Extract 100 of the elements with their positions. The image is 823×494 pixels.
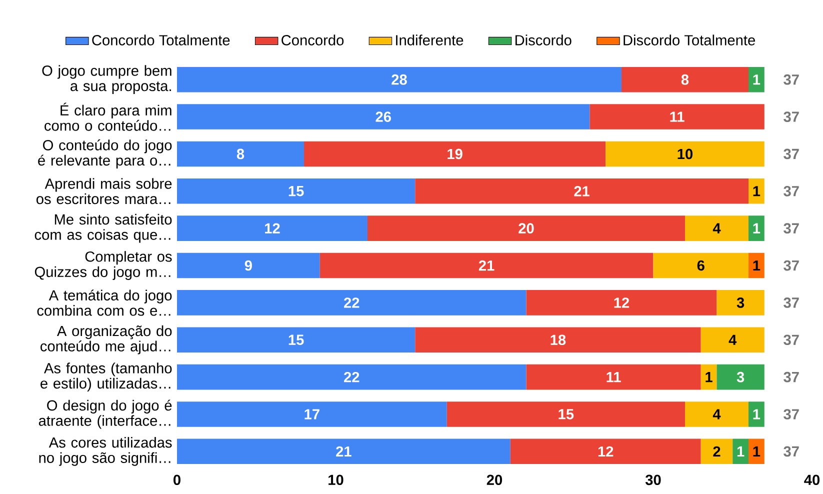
bar bbox=[177, 402, 447, 427]
y-tick-label: A organização do conteúdo me ajud… bbox=[40, 325, 172, 354]
data-label: 4 bbox=[712, 223, 721, 234]
bar bbox=[700, 327, 764, 353]
data-label: 4 bbox=[728, 334, 737, 345]
bar bbox=[177, 252, 320, 278]
bar bbox=[446, 402, 686, 427]
data-label: 1 bbox=[737, 446, 744, 456]
total-label: 37 bbox=[784, 112, 799, 122]
data-label: 1 bbox=[753, 260, 760, 271]
y-tick-label: O jogo cumpre bem a sua proposta. bbox=[42, 65, 172, 94]
data-label: 3 bbox=[736, 298, 744, 308]
bar bbox=[716, 290, 764, 316]
legend-label: Indiferente bbox=[396, 34, 464, 46]
data-label: 15 bbox=[288, 334, 304, 345]
bar bbox=[177, 178, 416, 204]
bar bbox=[716, 364, 764, 390]
total-label: 37 bbox=[784, 260, 799, 271]
total-label: 37 bbox=[784, 298, 799, 308]
total-label: 37 bbox=[784, 409, 799, 420]
y-tick-label: O design do jogo é atraente (interface… bbox=[38, 400, 172, 429]
data-label: 22 bbox=[344, 372, 360, 382]
bar bbox=[177, 290, 526, 316]
bar bbox=[606, 141, 764, 167]
bar bbox=[748, 252, 764, 278]
bar bbox=[748, 216, 764, 241]
y-tick-label: As fontes (tamanho e estilo) utilizadas… bbox=[40, 362, 172, 392]
bar bbox=[510, 438, 701, 464]
legend-label: Concordo Totalmente bbox=[92, 34, 230, 46]
data-label: 18 bbox=[550, 334, 566, 346]
bar bbox=[526, 364, 701, 390]
data-label: 12 bbox=[598, 446, 614, 457]
data-label: 1 bbox=[706, 372, 712, 382]
bar bbox=[177, 364, 526, 390]
legend-label: Discordo bbox=[516, 34, 572, 46]
bar bbox=[748, 402, 764, 427]
data-label: 1 bbox=[753, 446, 760, 456]
bar bbox=[368, 216, 686, 241]
bar bbox=[748, 438, 764, 464]
x-tick-label: 10 bbox=[328, 474, 344, 486]
data-label: 1 bbox=[753, 409, 760, 420]
data-label: 4 bbox=[712, 409, 721, 420]
data-label: 26 bbox=[376, 112, 391, 122]
data-label: 12 bbox=[265, 223, 280, 234]
data-label: 11 bbox=[670, 112, 684, 122]
bar bbox=[177, 141, 304, 167]
data-label: 1 bbox=[753, 74, 760, 85]
bar bbox=[748, 66, 764, 92]
bar bbox=[320, 252, 654, 278]
data-label: 21 bbox=[336, 446, 352, 457]
total-label: 37 bbox=[784, 334, 799, 346]
legend-label: Discordo Totalmente bbox=[624, 34, 755, 46]
y-tick-label: O conteúdo do jogo é relevante para o… bbox=[38, 139, 172, 168]
y-tick-label: As cores utilizadas no jogo são signifi… bbox=[39, 436, 172, 466]
bar bbox=[732, 438, 749, 464]
bar bbox=[700, 438, 733, 464]
data-label: 9 bbox=[244, 260, 252, 271]
bar bbox=[526, 290, 717, 316]
data-label: 15 bbox=[288, 186, 304, 196]
data-label: 21 bbox=[478, 260, 494, 271]
y-tick-label: A temática do jogo combina com os e… bbox=[37, 290, 172, 316]
data-label: 1 bbox=[753, 186, 760, 196]
total-label: 37 bbox=[784, 223, 799, 234]
bar bbox=[177, 66, 622, 92]
x-tick-label: 30 bbox=[645, 474, 661, 486]
bar bbox=[700, 364, 717, 390]
data-label: 19 bbox=[448, 148, 462, 160]
total-label: 37 bbox=[784, 446, 799, 457]
data-label: 1 bbox=[753, 223, 760, 234]
data-label: 11 bbox=[606, 372, 621, 382]
data-label: 2 bbox=[713, 446, 720, 457]
bar bbox=[622, 66, 749, 92]
y-tick-label: Me sinto satisfeito com as coisas que… bbox=[34, 214, 172, 243]
x-tick-label: 0 bbox=[174, 474, 180, 486]
bar bbox=[304, 141, 606, 167]
bar bbox=[177, 438, 510, 464]
y-tick-label: É claro para mim como o conteúdo… bbox=[44, 102, 172, 131]
data-label: 15 bbox=[558, 409, 574, 420]
data-label: 6 bbox=[697, 260, 704, 271]
x-tick-label: 40 bbox=[804, 474, 820, 486]
bar bbox=[685, 216, 749, 241]
data-label: 21 bbox=[574, 186, 590, 196]
bar bbox=[590, 104, 764, 130]
total-label: 37 bbox=[784, 74, 799, 85]
bar bbox=[415, 327, 701, 353]
total-label: 37 bbox=[784, 186, 799, 196]
data-label: 28 bbox=[392, 74, 407, 85]
y-tick-label: Aprendi mais sobre os escritores mara… bbox=[36, 178, 172, 204]
data-label: 8 bbox=[681, 74, 689, 85]
bar bbox=[653, 252, 749, 278]
bar bbox=[415, 178, 749, 204]
bar bbox=[748, 178, 764, 204]
x-tick-label: 20 bbox=[486, 474, 502, 486]
data-label: 12 bbox=[614, 298, 630, 308]
total-label: 37 bbox=[784, 148, 799, 160]
data-label: 17 bbox=[304, 409, 320, 420]
y-tick-label: Completar os Quizzes do jogo m… bbox=[34, 251, 172, 280]
data-label: 8 bbox=[236, 148, 244, 160]
data-label: 3 bbox=[736, 372, 744, 382]
bar bbox=[177, 104, 590, 130]
